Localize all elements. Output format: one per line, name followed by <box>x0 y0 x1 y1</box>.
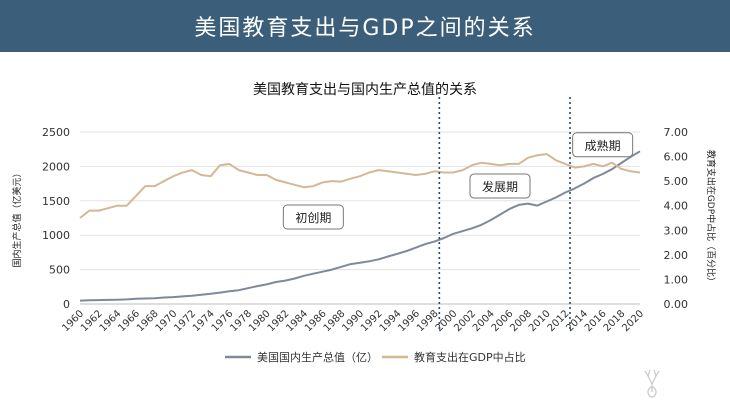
chart-title: 美国教育支出与国内生产总值的关系 <box>253 82 477 98</box>
y-right-axis-title: 教育支出在GDP中占比（百分比） <box>705 150 717 286</box>
y-left-tick-label: 1500 <box>42 195 70 208</box>
gdp-series-line <box>79 150 641 302</box>
watermark-logo <box>644 369 660 398</box>
phase-label: 初创期 <box>295 211 331 225</box>
y-right-tick-label: 5.00 <box>664 175 689 188</box>
education-share-series-line <box>79 153 641 219</box>
y-left-axis-title: 国内生产总值（亿美元） <box>11 168 23 267</box>
y-left-tick-label: 2000 <box>42 160 70 173</box>
y-left-tick-label: 1000 <box>42 229 70 242</box>
x-tick-label: 2020 <box>620 308 646 334</box>
title-banner: 美国教育支出与GDP之间的关系 <box>0 0 730 52</box>
phase-label-box <box>469 173 531 199</box>
y-left-tick-label: 500 <box>49 264 70 277</box>
chart-svg: 美国教育支出与国内生产总值的关系 0 500 1000 1500 2000 2500 国内生… <box>11 82 718 364</box>
y-right-tick-label: 1.00 <box>664 273 689 286</box>
y-right-tick-label: 2.00 <box>664 249 689 262</box>
y-right-tick-label: 4.00 <box>664 200 689 213</box>
y-left-tick-label: 2500 <box>42 126 70 139</box>
phase-label: 成熟期 <box>585 138 621 153</box>
deer-icon <box>644 369 660 398</box>
y-right-tick-label: 0.00 <box>664 298 689 311</box>
y-right-tick-label: 3.00 <box>664 224 689 237</box>
y-right-tick-label: 6.00 <box>664 151 689 164</box>
gridlines <box>80 131 640 305</box>
y-axis-right: 0.00 1.00 2.00 3.00 4.00 5.00 6.00 7.00 教育支出在GDP… <box>664 126 718 311</box>
banner-title: 美国教育支出与GDP之间的关系 <box>194 16 536 41</box>
x-axis: 1960196219641966196819701972197419761978… <box>60 303 646 334</box>
legend-label-gdp: 美国国内生产总值（亿） <box>257 350 378 364</box>
phase-dividers <box>438 97 571 332</box>
phase-label-box <box>572 132 634 158</box>
phase-label-box <box>282 204 344 230</box>
phase-labels: 初创期 发展期 成熟期 <box>282 132 634 230</box>
legend-label-education: 教育支出在GDP中占比 <box>414 350 526 364</box>
phase-label: 发展期 <box>482 179 518 194</box>
legend: 美国国内生产总值（亿） 教育支出在GDP中占比 <box>225 350 526 364</box>
chart-area: 美国教育支出与国内生产总值的关系 0 500 1000 1500 2000 2500 国内生… <box>0 52 730 408</box>
y-left-tick-label: 0 <box>63 298 70 311</box>
series-layer <box>79 150 641 302</box>
y-axis-left: 0 500 1000 1500 2000 2500 国内生产总值（亿美元） <box>11 126 70 311</box>
y-right-tick-label: 7.00 <box>664 126 689 139</box>
